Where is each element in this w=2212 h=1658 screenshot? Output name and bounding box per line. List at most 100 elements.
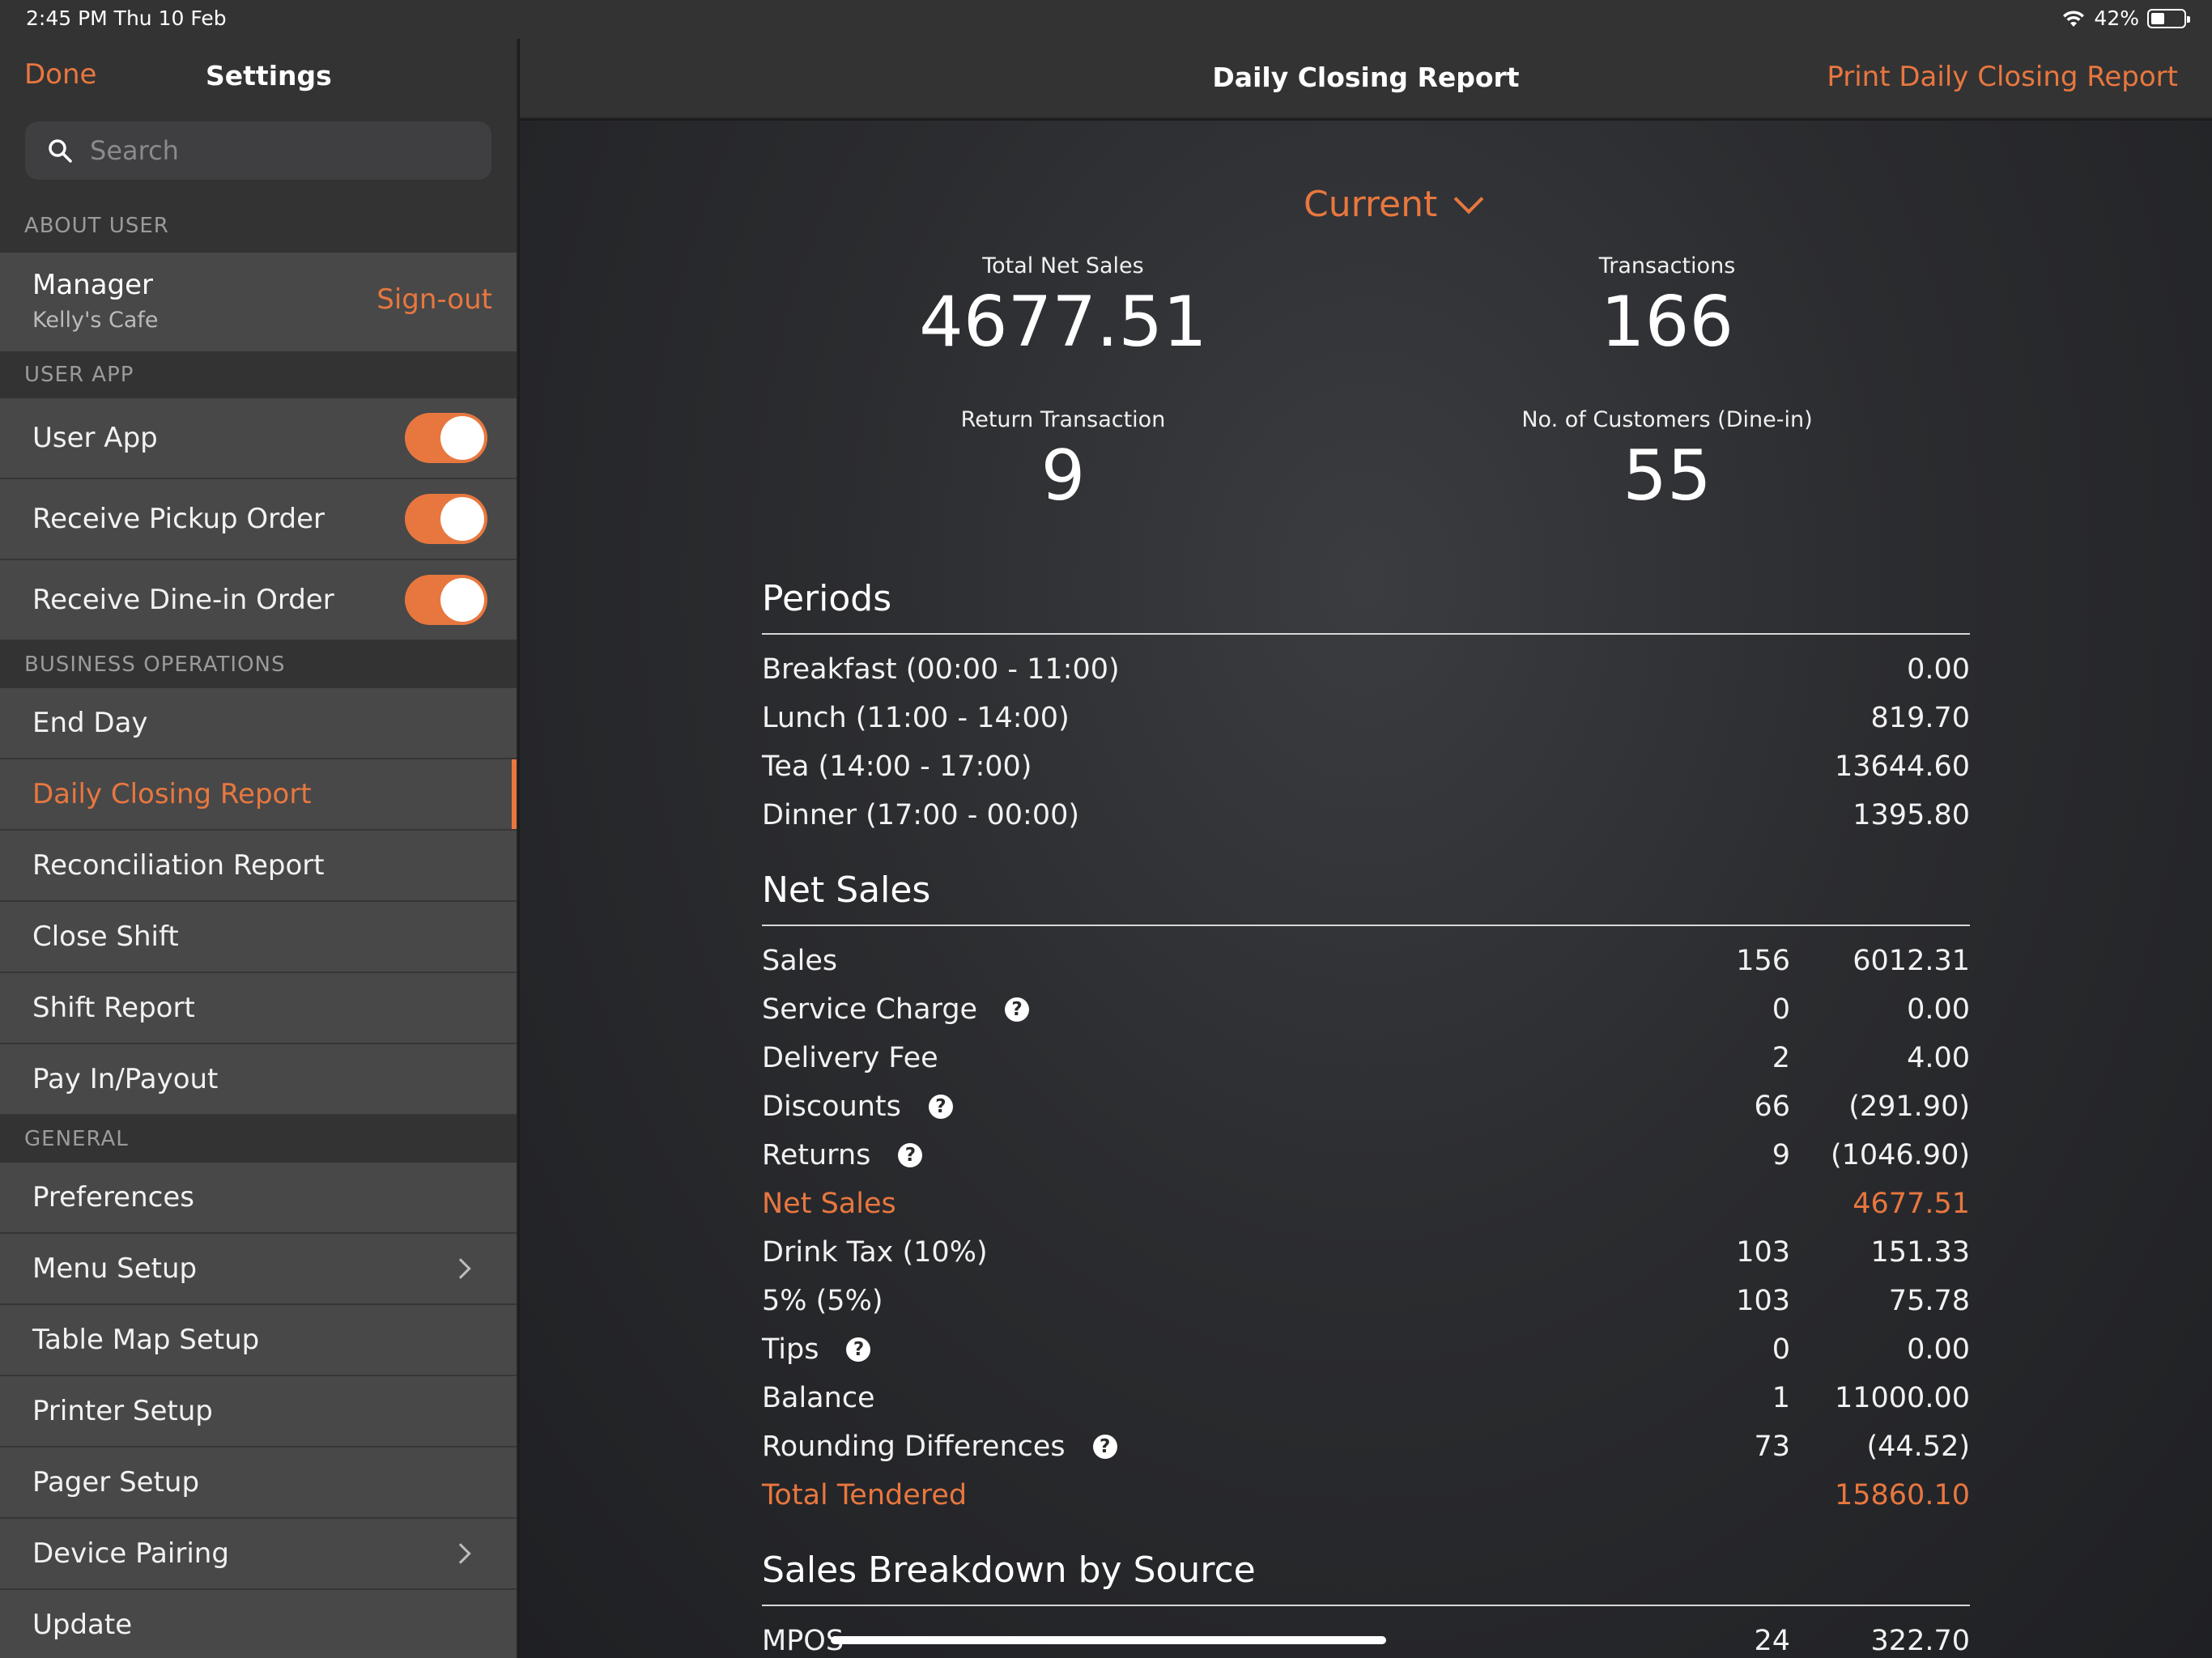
source-row-mpos: MPOS 24 322.70 (762, 1618, 1970, 1658)
row-label-text: Tips (762, 1333, 819, 1366)
period-row: Tea (14:00 - 17:00) 13644.60 (762, 744, 1970, 793)
row-label: Rounding Differences? (762, 1431, 1117, 1463)
row-value: 151.33 (1870, 1236, 1970, 1269)
row-value: 1395.80 (1853, 799, 1970, 831)
sidebar-item-end-day[interactable]: End Day (0, 688, 517, 759)
period-selector[interactable]: Current (1304, 184, 1484, 225)
stat-label: No. of Customers (Dine-in) (1521, 407, 1813, 432)
row-value: 4.00 (1907, 1042, 1970, 1074)
help-icon[interactable]: ? (1092, 1435, 1117, 1459)
row-count: 24 (1754, 1625, 1790, 1657)
row-count: 156 (1736, 945, 1790, 977)
sidebar-item-preferences[interactable]: Preferences (0, 1163, 517, 1234)
row-label: Tips? (762, 1333, 871, 1366)
row-label-text: Returns (762, 1139, 871, 1171)
stat-total-net-sales: Total Net Sales 4677.51 (820, 253, 1306, 363)
row-value: 13644.60 (1834, 750, 1970, 783)
sidebar-item-label: Pager Setup (32, 1466, 200, 1499)
row-value: 75.78 (1888, 1285, 1970, 1317)
sidebar-item-reconciliation-report[interactable]: Reconciliation Report (0, 831, 517, 902)
user-store: Kelly's Cafe (32, 308, 159, 333)
net-sales-row-delivery-fee: Delivery Fee 2 4.00 (762, 1035, 1970, 1084)
row-value: (291.90) (1848, 1090, 1970, 1123)
row-count: 66 (1754, 1090, 1790, 1123)
sidebar-item-daily-closing-report[interactable]: Daily Closing Report (0, 759, 517, 831)
help-icon[interactable]: ? (898, 1143, 923, 1167)
row-label: Delivery Fee (762, 1042, 938, 1074)
stat-value: 9 (1040, 436, 1086, 517)
row-count: 103 (1736, 1236, 1790, 1269)
sidebar-item-label: End Day (32, 707, 148, 739)
sidebar-item-printer-setup[interactable]: Printer Setup (0, 1376, 517, 1448)
user-row: Manager Kelly's Cafe Sign-out (0, 253, 517, 351)
battery-percent: 42% (2094, 6, 2139, 30)
help-icon[interactable]: ? (928, 1095, 953, 1119)
row-label-text: Rounding Differences (762, 1431, 1066, 1463)
sidebar-item-close-shift[interactable]: Close Shift (0, 902, 517, 973)
row-label: Breakfast (00:00 - 11:00) (762, 653, 1120, 686)
row-label-text: Service Charge (762, 993, 978, 1026)
row-label: Balance (762, 1382, 875, 1414)
chevron-right-icon (450, 1543, 471, 1564)
row-count: 103 (1736, 1285, 1790, 1317)
period-row: Breakfast (00:00 - 11:00) 0.00 (762, 647, 1970, 695)
sidebar-item-label: Reconciliation Report (32, 849, 325, 882)
row-value: 15860.10 (1834, 1479, 1970, 1511)
receive-dine-in-order-toggle[interactable] (405, 575, 487, 625)
page-title: Daily Closing Report (1212, 62, 1520, 93)
receive-pickup-order-toggle[interactable] (405, 494, 487, 544)
row-label: Total Tendered (762, 1479, 968, 1511)
row-count: 0 (1772, 1333, 1790, 1366)
chevron-right-icon (450, 1258, 471, 1279)
done-button[interactable]: Done (24, 58, 97, 91)
net-sales-row-balance: Balance 1 11000.00 (762, 1375, 1970, 1424)
row-label: Dinner (17:00 - 00:00) (762, 799, 1080, 831)
row-label: Tea (14:00 - 17:00) (762, 750, 1032, 783)
receive-dine-in-order-row: Receive Dine-in Order (0, 560, 517, 641)
row-value: (1046.90) (1830, 1139, 1970, 1171)
home-indicator[interactable] (831, 1636, 1386, 1644)
period-row: Lunch (11:00 - 14:00) 819.70 (762, 695, 1970, 744)
row-count: 1 (1772, 1382, 1790, 1414)
help-icon[interactable]: ? (1005, 997, 1030, 1022)
period-label: Current (1304, 184, 1438, 225)
row-label: Drink Tax (10%) (762, 1236, 988, 1269)
stat-value: 166 (1600, 282, 1734, 363)
search-bar[interactable] (25, 121, 491, 180)
row-value: 0.00 (1907, 653, 1970, 686)
net-sales-row-drink-tax: Drink Tax (10%) 103 151.33 (762, 1230, 1970, 1278)
section-divider (762, 925, 1970, 926)
sidebar-item-menu-setup[interactable]: Menu Setup (0, 1234, 517, 1305)
row-value: 6012.31 (1853, 945, 1970, 977)
chevron-down-icon (1453, 184, 1484, 214)
sidebar-item-table-map-setup[interactable]: Table Map Setup (0, 1305, 517, 1376)
user-app-toggle[interactable] (405, 413, 487, 463)
stat-customers: No. of Customers (Dine-in) 55 (1424, 407, 1910, 517)
sidebar-item-device-pairing[interactable]: Device Pairing (0, 1519, 517, 1590)
sidebar-item-label: Preferences (32, 1181, 194, 1214)
sidebar-item-label: Shift Report (32, 992, 195, 1024)
row-label: Sales (762, 945, 838, 977)
sidebar-item-label: Table Map Setup (32, 1324, 260, 1356)
sidebar-item-update[interactable]: Update (0, 1590, 517, 1658)
sidebar-item-pay-in-payout[interactable]: Pay In/Payout (0, 1044, 517, 1116)
sales-breakdown-title: Sales Breakdown by Source (762, 1550, 1256, 1591)
sidebar-item-pager-setup[interactable]: Pager Setup (0, 1448, 517, 1519)
receive-pickup-order-label: Receive Pickup Order (32, 503, 325, 535)
sidebar-item-shift-report[interactable]: Shift Report (0, 973, 517, 1044)
stat-return-transaction: Return Transaction 9 (820, 407, 1306, 517)
user-app-label: User App (32, 422, 158, 454)
sign-out-button[interactable]: Sign-out (376, 283, 492, 316)
stat-value: 55 (1623, 436, 1712, 517)
sidebar-item-label: Pay In/Payout (32, 1063, 219, 1095)
search-input[interactable] (90, 135, 462, 166)
net-sales-title: Net Sales (762, 869, 931, 911)
battery-icon (2147, 8, 2190, 28)
row-label: 5% (5%) (762, 1285, 883, 1317)
status-bar: 2:45 PM Thu 10 Feb 42% (0, 0, 2212, 39)
row-value: 322.70 (1870, 1625, 1970, 1657)
net-sales-row-returns: Returns? 9 (1046.90) (762, 1133, 1970, 1181)
print-report-button[interactable]: Print Daily Closing Report (1827, 61, 2178, 93)
receive-pickup-order-row: Receive Pickup Order (0, 479, 517, 560)
help-icon[interactable]: ? (846, 1337, 871, 1362)
